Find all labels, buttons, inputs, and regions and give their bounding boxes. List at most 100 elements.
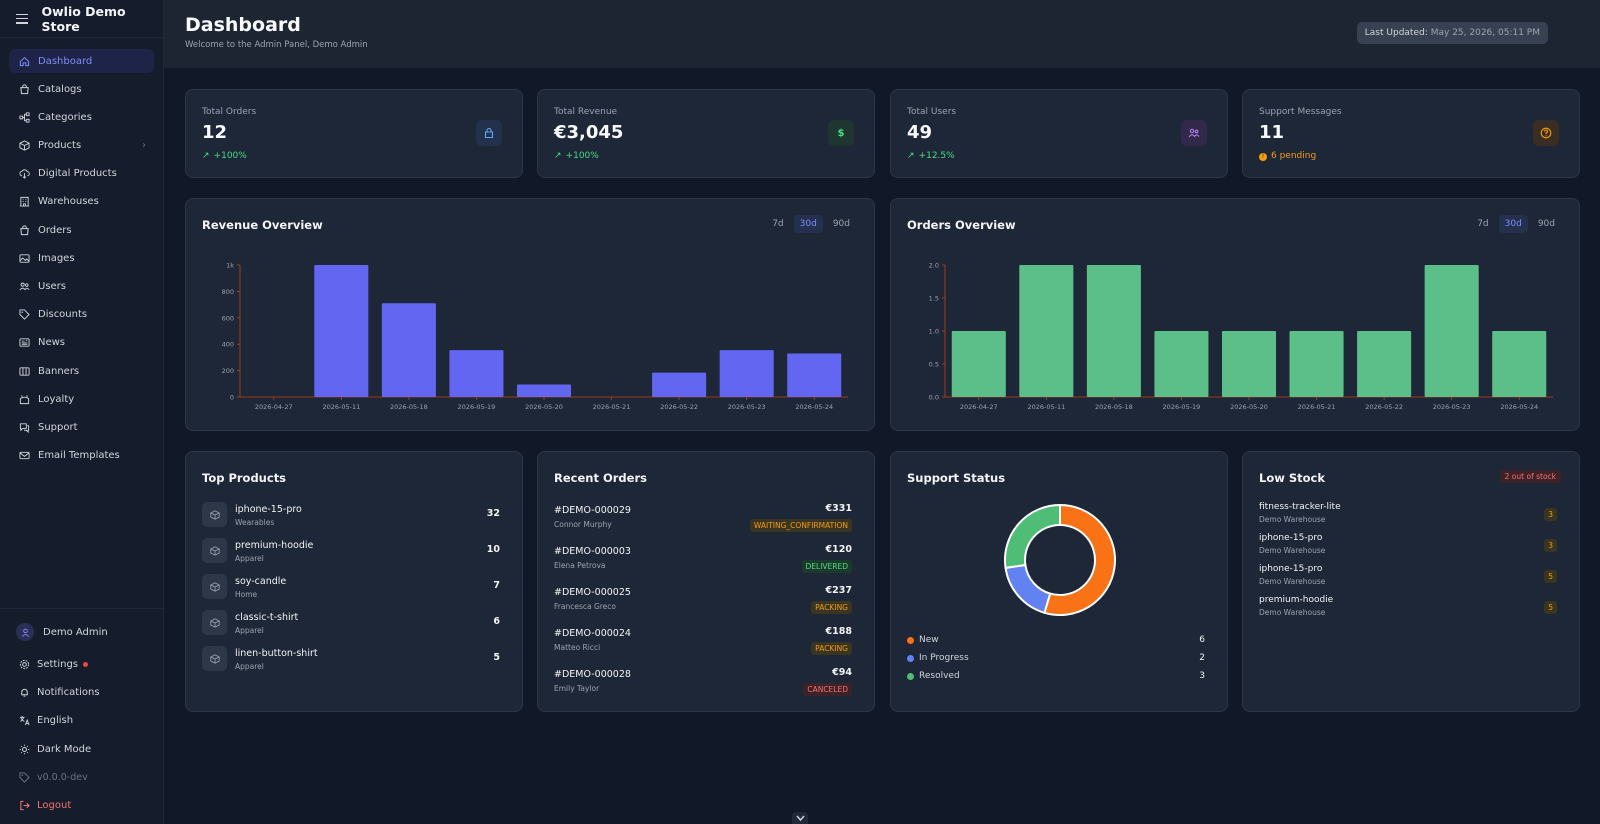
list-item[interactable]: premium-hoodie Apparel 10 [202,538,500,564]
stat-trend-text: 6 pending [1271,151,1317,161]
list-item[interactable]: soy-candle Home 7 [202,574,500,600]
bar-2026-04-27[interactable] [951,331,1006,397]
sidebar-item-news[interactable]: News [9,331,154,355]
sidebar-item-catalogs[interactable]: Catalogs [9,77,154,101]
sidebar-item-email-templates[interactable]: Email Templates [9,444,154,468]
sidebar-item-discounts[interactable]: Discounts [9,303,154,327]
sidebar-item-digital-products[interactable]: Digital Products [9,162,154,186]
x-tick-label: 2026-04-27 [255,403,293,411]
top-products-card: Top Products iphone-15-pro Wearables 32 pre… [185,451,523,712]
revenue-overview-title: Revenue Overview [202,218,323,232]
legend-count: 6 [1199,635,1205,645]
list-item[interactable]: #DEMO-000024 Matteo Ricci €188 PACKING [554,626,852,660]
order-customer: Connor Murphy [554,520,612,529]
x-tick-label: 2026-05-21 [1298,403,1336,411]
y-tick-label: 600 [222,314,234,322]
info-icon: ! [1259,153,1267,161]
image-icon [18,252,30,264]
donut-slice-in-progress[interactable] [1004,563,1052,615]
list-item[interactable]: iphone-15-pro Wearables 32 [202,502,500,528]
sidebar-item-warehouses[interactable]: Warehouses [9,190,154,214]
y-tick-label: 0 [230,394,234,402]
x-tick-label: 2026-05-19 [458,403,496,411]
hamburger-menu-icon[interactable] [16,13,28,24]
sidebar-item-images[interactable]: Images [9,246,154,270]
range-30d-button[interactable]: 30d [1498,215,1528,233]
scroll-down-button[interactable] [792,812,808,824]
bar-2026-05-23[interactable] [719,350,774,397]
sidebar-item-categories[interactable]: Categories [9,105,154,129]
bar-2026-05-21[interactable] [1289,331,1344,397]
product-name: classic-t-shirt [235,612,299,623]
x-tick-label: 2026-05-11 [322,403,360,411]
list-item[interactable]: #DEMO-000025 Francesca Greco €237 PACKING [554,585,852,619]
list-item[interactable]: premium-hoodie Demo Warehouse 5 [1259,595,1557,621]
stat-card-support-messages: Support Messages 11! 6 pending [1242,89,1580,178]
sidebar-item-products[interactable]: Products › [9,134,154,158]
notifications-button[interactable]: Notifications [0,683,164,703]
sidebar-item-users[interactable]: Users [9,275,154,299]
chevron-right-icon: › [142,139,146,151]
product-quantity: 6 [493,616,500,627]
bar-2026-05-22[interactable] [1357,331,1412,397]
product-quantity: 10 [486,544,500,555]
legend-count: 2 [1199,653,1205,663]
last-updated-badge: Last Updated: May 25, 2026, 05:11 PM [1356,22,1548,44]
range-90d-button[interactable]: 90d [1537,219,1555,229]
product-name: linen-button-shirt [235,648,318,659]
range-30d-button[interactable]: 30d [793,215,823,233]
range-7d-button[interactable]: 7d [1477,219,1489,229]
settings-button[interactable]: Settings [0,654,164,674]
bar-2026-05-18[interactable] [381,303,436,397]
list-item[interactable]: #DEMO-000029 Connor Murphy €331 WAITING_CON… [554,503,852,537]
box-icon [202,502,227,527]
bar-2026-05-22[interactable] [652,372,707,397]
logout-button[interactable]: Logout [0,796,164,816]
sidebar-item-support[interactable]: Support [9,415,154,439]
building-icon [18,196,30,208]
sidebar-item-loyalty[interactable]: Loyalty [9,387,154,411]
status-badge: PACKING [811,642,852,655]
theme-toggle[interactable]: Dark Mode [0,739,164,759]
home-icon [18,55,30,67]
order-amount: €237 [825,585,852,596]
version-label: v0.0.0-dev [37,771,88,783]
support-status-title: Support Status [907,471,1006,485]
x-tick-label: 2026-05-19 [1163,403,1201,411]
sidebar-item-label: Loyalty [38,393,75,405]
list-item[interactable]: fitness-tracker-lite Demo Warehouse 3 [1259,502,1557,528]
bar-2026-05-18[interactable] [1086,265,1141,397]
list-item[interactable]: linen-button-shirt Apparel 5 [202,646,500,672]
donut-slice-new[interactable] [1043,503,1116,616]
bar-2026-05-24[interactable] [1492,331,1547,397]
bar-2026-05-19[interactable] [1154,331,1209,397]
list-item[interactable]: classic-t-shirt Apparel 6 [202,610,500,636]
sidebar-item-orders[interactable]: Orders [9,218,154,242]
sidebar-footer: Demo Admin Settings Notifications Englis… [0,608,164,824]
list-item[interactable]: #DEMO-000028 Emily Taylor €94 CANCELED [554,667,852,701]
list-item[interactable]: iphone-15-pro Demo Warehouse 3 [1259,533,1557,559]
sidebar-item-banners[interactable]: Banners [9,359,154,383]
tree-icon [18,111,30,123]
list-item[interactable]: #DEMO-000003 Elena Petrova €120 DELIVERED [554,544,852,578]
bar-2026-05-24[interactable] [787,353,842,397]
sidebar-item-dashboard[interactable]: Dashboard [9,49,154,73]
bar-2026-05-23[interactable] [1424,265,1479,397]
bar-2026-05-20[interactable] [1221,331,1277,397]
bar-2026-05-11[interactable] [314,265,369,397]
list-item[interactable]: iphone-15-pro Demo Warehouse 5 [1259,564,1557,590]
range-7d-button[interactable]: 7d [772,219,784,229]
stock-warehouse: Demo Warehouse [1259,577,1326,586]
bar-2026-05-20[interactable] [516,384,572,397]
language-button[interactable]: English [0,711,164,731]
stat-trend: ! 6 pending [1259,151,1316,161]
bar-2026-05-19[interactable] [449,350,504,397]
bar-2026-05-11[interactable] [1019,265,1074,397]
donut-slice-resolved[interactable] [1004,503,1061,569]
range-90d-button[interactable]: 90d [832,219,850,229]
y-tick-label: 800 [222,288,234,296]
box-icon [202,646,227,671]
user-profile[interactable]: Demo Admin [0,619,164,645]
box-icon [18,140,30,152]
orders-overview-title: Orders Overview [907,218,1016,232]
